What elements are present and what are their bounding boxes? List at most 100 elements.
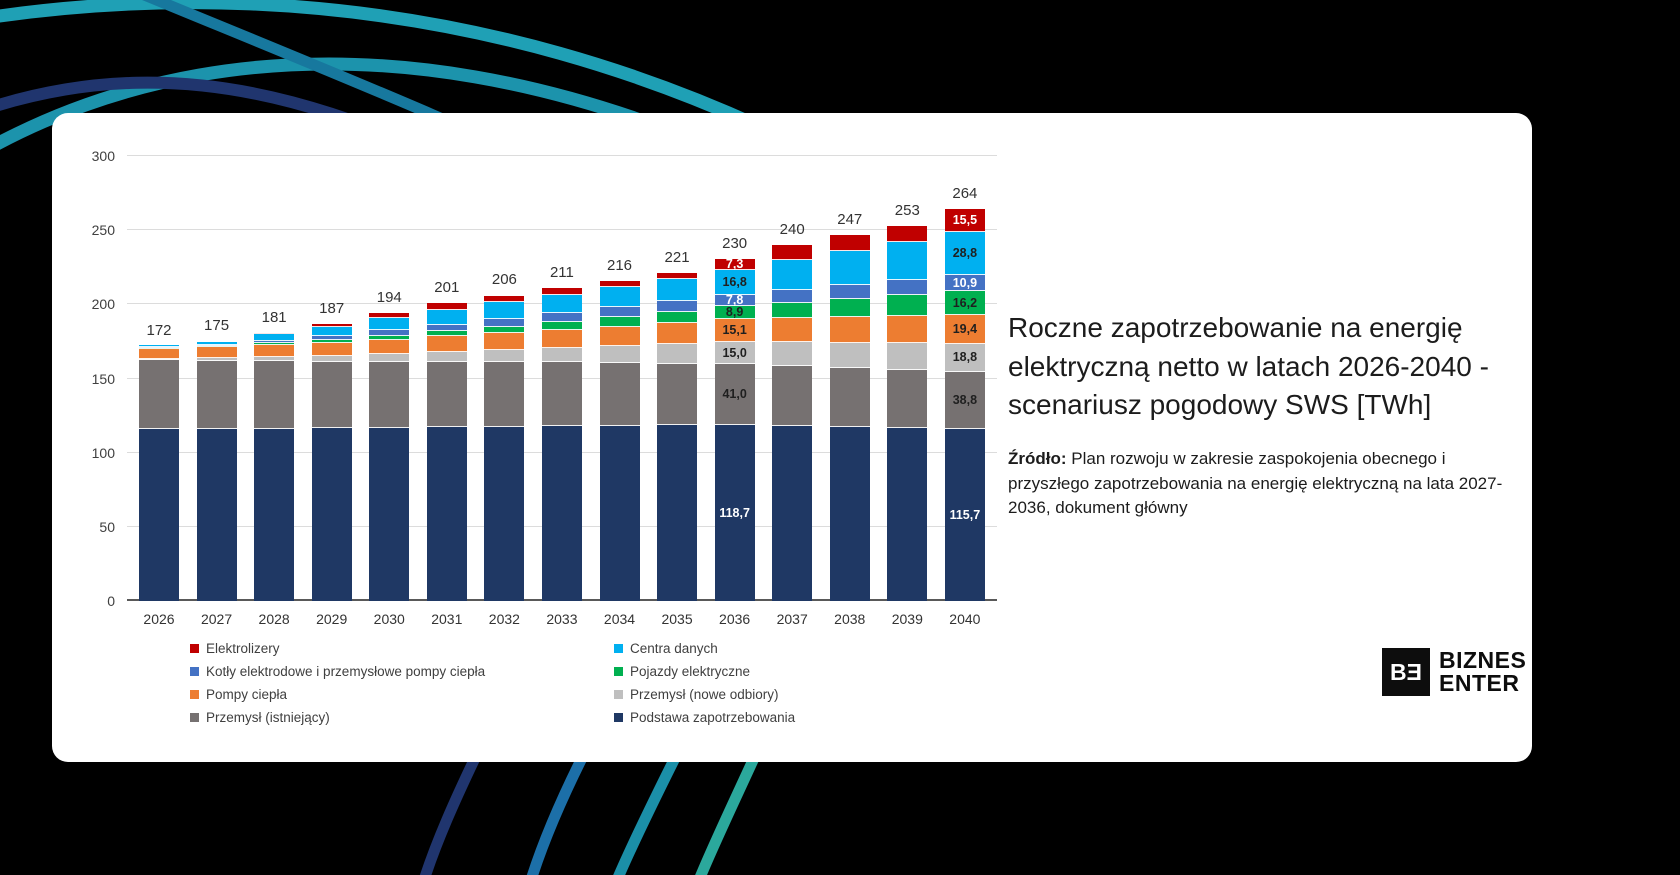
bar-total-label: 264 [952, 185, 978, 203]
legend-marker-icon [614, 667, 623, 676]
bar-segment [311, 361, 352, 429]
logo-wordmark: BIZNES ENTER [1439, 646, 1527, 696]
segment-value-label: 7,8 [725, 292, 744, 307]
bar-segment [196, 360, 237, 430]
segment-value-label: 118,7 [719, 505, 750, 520]
bar-segment [484, 326, 525, 334]
bar-segment [657, 301, 698, 312]
bar-segment [772, 318, 813, 343]
bar-group-2028: 181 2028 [254, 156, 295, 627]
bar-segment [369, 335, 410, 340]
bar-segment: 118,7 [714, 424, 755, 601]
source-label: Źródło: [1008, 448, 1067, 468]
bar-segment: 19,4 [944, 315, 985, 344]
bar-segment [254, 332, 295, 335]
bar-segment [772, 366, 813, 426]
bar-segment [829, 298, 870, 318]
x-axis-label-2038: 2038 [834, 611, 866, 627]
bar-segment [139, 358, 179, 361]
bar-group-2031: 201 2031 [426, 156, 467, 627]
bar-segment [657, 311, 698, 324]
bar-group-2027: 175 2027 [196, 156, 237, 627]
bar-segment: 15,0 [714, 341, 755, 365]
bar-segment [599, 345, 640, 363]
bar-segment [426, 362, 467, 428]
x-axis-label-2026: 2026 [143, 611, 175, 627]
y-axis-tick-label: 0 [107, 593, 115, 609]
bar-segment: 8,9 [714, 305, 755, 320]
y-axis-tick-label: 200 [91, 296, 115, 313]
bar-total-label: 201 [434, 278, 460, 296]
bar-segment: 15,5 [944, 209, 985, 233]
bar-stack [541, 288, 582, 601]
bar-group-2032: 206 2032 [484, 156, 525, 627]
x-axis-label-2028: 2028 [258, 611, 290, 627]
bar-total-label: 194 [376, 289, 402, 307]
bar-stack: 115,7 38,8 18,8 19,4 16,2 10,9 28,8 15,5 [944, 209, 985, 601]
segment-value-label: 8,9 [725, 305, 744, 320]
bar-segment [311, 342, 352, 356]
bar-stack: 118,7 41,0 15,0 15,1 8,9 7,8 16,8 7,3 [714, 258, 755, 601]
decor-line-navy [419, 753, 481, 875]
bar-group-2034: 216 2034 [599, 156, 640, 627]
legend-item: Elektrolizery [190, 637, 614, 660]
segment-value-label: 38,8 [952, 392, 978, 407]
bar-group-2038: 247 2038 [829, 156, 870, 627]
bar-segment [657, 323, 698, 344]
segment-value-label: 28,8 [952, 245, 978, 260]
bar-segment: 115,7 [944, 429, 985, 601]
x-axis-label-2030: 2030 [373, 611, 405, 627]
bar-segment [426, 309, 467, 325]
bar-segment [599, 280, 640, 288]
bar-segment [541, 329, 582, 348]
bar-segment [369, 427, 410, 601]
bar-segment [369, 330, 410, 336]
bar-segment [484, 302, 525, 319]
logo-mark-icon: BƎ [1382, 648, 1430, 696]
bar-segment [887, 280, 928, 296]
bar-group-2033: 211 2033 [541, 156, 582, 627]
y-axis-tick-label: 250 [91, 222, 115, 239]
bar-segment [829, 427, 870, 601]
bar-segment [772, 260, 813, 290]
bar-segment [772, 302, 813, 319]
bar-segment [887, 369, 928, 429]
bar-segment [254, 356, 295, 362]
x-axis-label-2035: 2035 [661, 611, 693, 627]
x-axis-label-2031: 2031 [431, 611, 463, 627]
content-card: 0 50 100 150 200 250 300 172 2026 175 2027 181 2028 1… [52, 113, 1532, 762]
gridline-300 [127, 155, 997, 156]
bar-segment [369, 353, 410, 362]
bar-segment [657, 343, 698, 364]
bar-segment [541, 426, 582, 601]
bar-group-2035: 221 2035 [657, 156, 698, 627]
bar-segment [311, 428, 352, 601]
legend-item: Kotły elektrodowe i przemysłowe pompy ci… [190, 660, 614, 683]
bar-segment [599, 425, 640, 601]
bar-segment: 7,3 [714, 258, 755, 270]
bar-segment [426, 336, 467, 352]
segment-value-label: 18,8 [952, 350, 978, 365]
bar-total-label: 221 [664, 249, 690, 267]
x-axis-label-2032: 2032 [488, 611, 520, 627]
bar-segment [484, 426, 525, 601]
bar-segment [599, 326, 640, 346]
legend-label: Pojazdy elektryczne [630, 664, 751, 679]
bar-segment [139, 346, 179, 348]
bar-segment [829, 367, 870, 428]
bar-segment [311, 336, 352, 340]
decor-line-blue [526, 753, 588, 875]
segment-value-label: 15,0 [722, 345, 747, 360]
bar-segment [772, 342, 813, 367]
segment-value-label: 15,1 [722, 322, 747, 337]
logo-line1: BIZNES [1439, 646, 1527, 673]
bar-segment [829, 342, 870, 368]
bar-stack [139, 345, 179, 601]
legend-label: Kotły elektrodowe i przemysłowe pompy ci… [206, 664, 486, 679]
legend-label: Podstawa zapotrzebowania [630, 710, 796, 725]
bar-segment: 16,2 [944, 291, 985, 316]
bar-total-label: 206 [491, 271, 517, 289]
bar-segment [369, 339, 410, 354]
x-axis-label-2027: 2027 [200, 611, 233, 627]
bar-segment [484, 349, 525, 363]
